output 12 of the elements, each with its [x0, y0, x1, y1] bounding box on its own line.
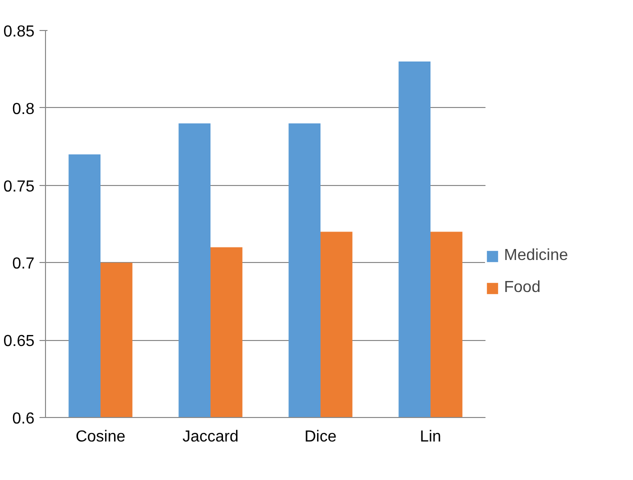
legend-label: Medicine	[504, 247, 568, 265]
x-tick-label: Dice	[304, 428, 337, 446]
legend-label: Food	[504, 279, 540, 297]
y-tick-label: 0.85	[3, 24, 35, 40]
x-tick-label: Jaccard	[182, 428, 239, 446]
y-tick-label: 0.8	[12, 100, 35, 118]
y-tick-label: 0.6	[12, 410, 35, 428]
y-tick-label: 0.7	[12, 256, 35, 273]
y-tick-label: 0.75	[3, 178, 35, 196]
x-tick-label: Cosine	[76, 428, 126, 446]
x-tick-label: Lin	[420, 428, 442, 446]
y-tick-label: 0.65	[3, 333, 35, 350]
